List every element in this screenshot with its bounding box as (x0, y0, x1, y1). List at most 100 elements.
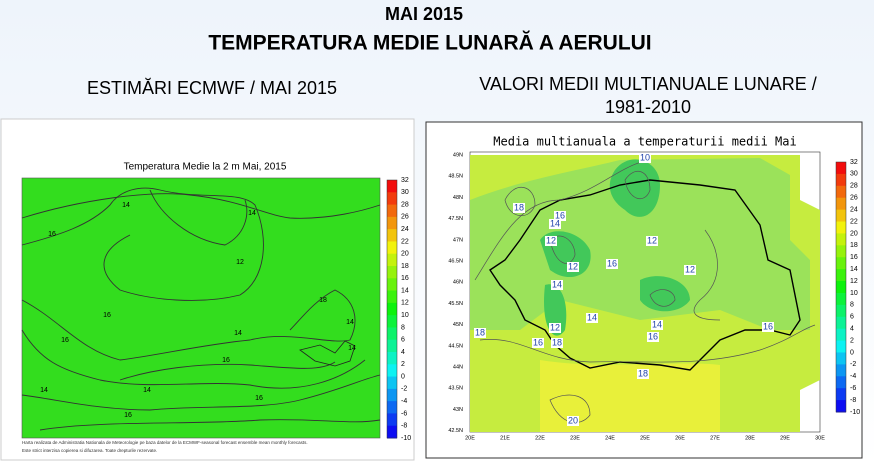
colorbar-label: 14 (401, 287, 409, 294)
colorbar-cell (387, 388, 397, 402)
colorbar-label: 2 (850, 337, 854, 344)
colorbar-cell (387, 180, 397, 193)
contour-label-bg (551, 338, 563, 348)
colorbar-cell (387, 241, 397, 255)
contour-label: 16 (222, 357, 230, 364)
colorbar-cell (387, 253, 397, 267)
colorbar-frame (835, 161, 847, 413)
colorbar-cell (836, 197, 846, 211)
lon-label: 27E (710, 435, 720, 441)
contour-label: 18 (514, 202, 524, 212)
colorbar-cell (387, 315, 397, 328)
contour-label: 18 (638, 368, 648, 378)
contour-label: 14 (652, 319, 662, 329)
colorbar-label: -4 (850, 373, 856, 380)
left-note: Este strict interzisa copierea si difuza… (22, 448, 157, 453)
contour-label: 16 (648, 331, 658, 341)
lon-label: 25E (640, 435, 650, 441)
lat-label: 45.5N (448, 301, 463, 307)
colorbar-cell (836, 269, 846, 282)
contour-label: 12 (546, 235, 556, 245)
lon-label: 23E (570, 435, 580, 441)
lon-label: 24E (605, 435, 615, 441)
colorbar-cell (836, 233, 846, 246)
colorbar-cell (836, 364, 846, 377)
colorbar-label: 32 (850, 159, 858, 166)
right-map-title: Media multianuala a temperaturii medii M… (493, 135, 796, 149)
contour-label-bg (554, 211, 566, 221)
contour-label-bg (474, 328, 486, 338)
colorbar-label: 4 (401, 349, 405, 356)
colorbar-label: -10 (401, 435, 411, 442)
colorbar-label: 30 (401, 189, 409, 196)
colorbar-cell (836, 292, 846, 306)
colorbar-frame (386, 179, 398, 439)
contour-label-bg (647, 332, 659, 342)
contour-label: 14 (552, 279, 562, 289)
contour-label: 16 (533, 337, 543, 347)
colorbar-cell (387, 401, 397, 414)
colorbar-label: 16 (401, 275, 409, 282)
contour-label-bg (762, 322, 774, 332)
colorbar-cell (387, 413, 397, 427)
lat-label: 43N (453, 407, 463, 413)
contour-label: 16 (48, 231, 56, 238)
colorbar-label: -6 (850, 385, 856, 392)
contour-label-bg (586, 313, 598, 323)
colorbar-cell (836, 221, 846, 234)
colorbar-label: 28 (401, 201, 409, 208)
contour-label: 12 (568, 261, 578, 271)
contour-label: 14 (348, 345, 356, 352)
colorbar-label: 12 (850, 278, 858, 285)
lon-label: 22E (535, 435, 545, 441)
contour-label: 12 (685, 264, 695, 274)
colorbar-label: 26 (850, 195, 858, 202)
contour-label: 14 (248, 210, 256, 217)
colorbar-cell (387, 204, 397, 218)
contour-label: 14 (143, 387, 151, 394)
colorbar-label: 32 (401, 177, 409, 184)
contour-label: 14 (550, 218, 560, 228)
contour-label-bg (549, 323, 561, 333)
contour-label: 16 (103, 312, 111, 319)
colorbar-label: 0 (850, 349, 854, 356)
lat-label: 47.5N (448, 216, 463, 222)
colorbar-label: 24 (401, 226, 409, 233)
contour-label-bg (567, 416, 579, 426)
colorbar-cell (836, 388, 846, 401)
colorbar-label: 14 (850, 266, 858, 273)
contour-label: 14 (234, 330, 242, 337)
colorbar-cell (387, 376, 397, 390)
colorbar-label: 20 (850, 230, 858, 237)
colorbar-label: 16 (850, 254, 858, 261)
colorbar-label: 6 (401, 337, 405, 344)
colorbar-cell (836, 209, 846, 223)
contour-label: 16 (255, 395, 263, 402)
right-field-cold (540, 159, 690, 336)
lat-label: 46.5N (448, 258, 463, 264)
colorbar-label: -8 (850, 397, 856, 404)
lat-labels: 49N 48.5N 48N 47.5N 47N 46.5N 46N 45.5N 45N 44.5N… (448, 152, 825, 441)
lat-label: 44.5N (448, 343, 463, 349)
right-contours (474, 159, 816, 423)
colorbar-cell (836, 162, 846, 175)
colorbar-label: 6 (850, 314, 854, 321)
contour-label: 16 (763, 321, 773, 331)
lat-label: 42.5N (448, 428, 463, 434)
title: MAI 2015 (385, 4, 463, 24)
lat-label: 49N (453, 152, 463, 158)
left-contours (21, 187, 381, 431)
contour-label: 16 (124, 412, 132, 419)
colorbar-label: 26 (401, 214, 409, 221)
lon-label: 28E (745, 435, 755, 441)
contour-label: 14 (40, 387, 48, 394)
colorbar-label: 22 (850, 218, 858, 225)
colorbar-cell (387, 352, 397, 365)
colorbar-cell (836, 245, 846, 258)
contour-label-bg (567, 262, 579, 272)
left-heading: ESTIMĂRI ECMWF / MAI 2015 (87, 78, 337, 98)
lat-label: 43.5N (448, 386, 463, 392)
colorbar-label: 4 (850, 326, 854, 333)
colorbar-label: -10 (850, 409, 860, 416)
